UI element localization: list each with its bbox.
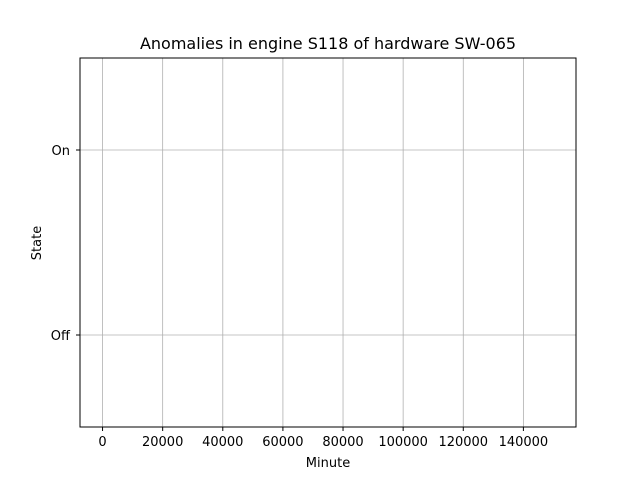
chart-title: Anomalies in engine S118 of hardware SW-… xyxy=(140,34,516,53)
x-tick-label: 120000 xyxy=(438,435,488,450)
x-tick-label: 40000 xyxy=(202,435,243,450)
axis-ticks: 0 20000 40000 60000 80000 100000 120000 140000 O… xyxy=(51,144,548,450)
x-tick-label: 100000 xyxy=(378,435,428,450)
y-axis-label: State xyxy=(30,226,45,260)
plot-area-frame xyxy=(79,57,577,428)
x-tick-label: 140000 xyxy=(499,435,549,450)
x-tick-label: 60000 xyxy=(262,435,303,450)
grid-lines xyxy=(80,58,576,427)
x-tick-label: 20000 xyxy=(142,435,183,450)
y-tick-label: Off xyxy=(51,329,71,344)
y-tick-label: On xyxy=(52,144,70,159)
x-tick-label: 0 xyxy=(98,435,106,450)
x-tick-label: 80000 xyxy=(322,435,363,450)
x-axis-label: Minute xyxy=(306,456,350,471)
